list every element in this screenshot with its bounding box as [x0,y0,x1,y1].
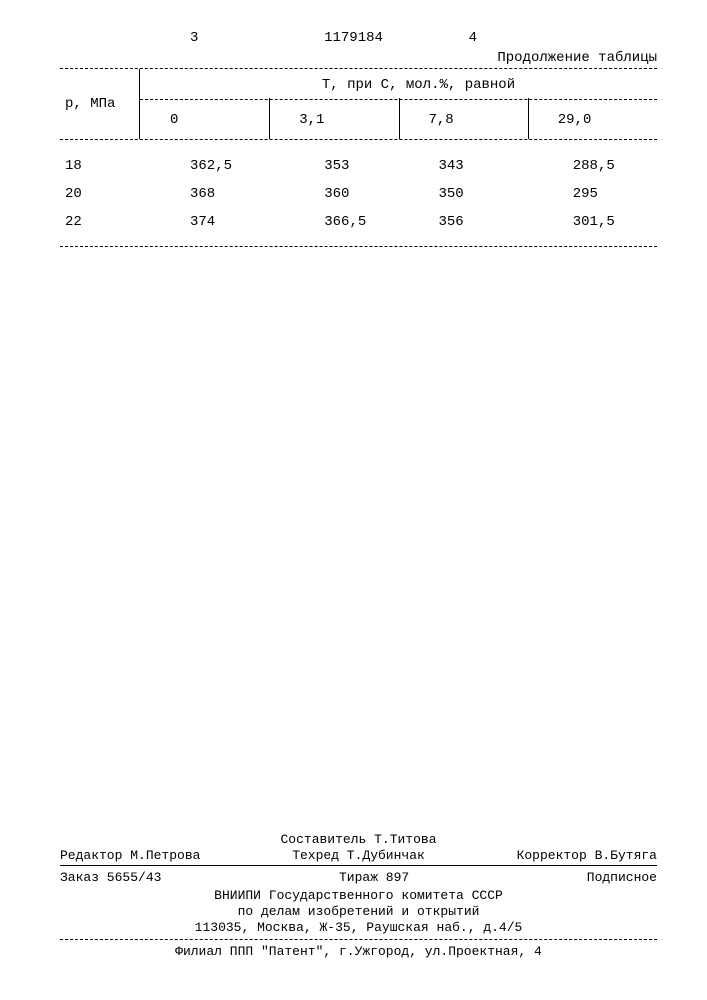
footer-org1: ВНИИПИ Государственного комитета СССР [60,888,657,903]
cell-p: 20 [60,186,140,202]
col-header-t-title: T, при C, мол.%, равной [140,69,657,99]
col-header-t-subs: 0 3,1 7,8 29,0 [140,99,657,139]
page-num-left: 3 [190,30,198,46]
cell-v2: 356 [409,214,523,230]
table-row: 20 368 360 350 295 [60,180,657,208]
footer-subscription: Подписное [587,870,657,885]
table-header-row: р, МПа T, при C, мол.%, равной 0 3,1 7,8… [60,69,657,139]
table-body: 18 362,5 353 343 288,5 20 368 360 350 29… [60,152,657,236]
table-bottom-border [60,246,657,247]
doc-number: 1179184 [324,30,383,46]
footer-address1: 113035, Москва, Ж-35, Раушская наб., д.4… [60,920,657,935]
col-header-p: р, МПа [60,69,140,139]
cell-v0: 362,5 [140,158,274,174]
page-num-right: 4 [469,30,477,46]
footer-corrector: Корректор В.Бутяга [517,848,657,863]
cell-p: 22 [60,214,140,230]
footer-order-num: Заказ 5655/43 [60,870,161,885]
cell-v2: 343 [409,158,523,174]
table-row: 22 374 366,5 356 301,5 [60,208,657,236]
cell-v0: 368 [140,186,274,202]
sub-header-3: 29,0 [528,100,657,139]
cell-v0: 374 [140,214,274,230]
cell-p: 18 [60,158,140,174]
table-row: 18 362,5 353 343 288,5 [60,152,657,180]
footer-org2: по делам изобретений и открытий [60,904,657,919]
sub-header-2: 7,8 [399,100,528,139]
footer-circulation: Тираж 897 [339,870,409,885]
page-footer: Составитель Т.Титова Редактор М.Петрова … [60,831,657,960]
cell-v1: 366,5 [274,214,408,230]
cell-v3: 288,5 [523,158,657,174]
cell-v1: 353 [274,158,408,174]
footer-compiler: Составитель Т.Титова [60,832,657,847]
page-header: 3 1179184 4 [60,30,657,46]
table-header-border [60,139,657,140]
footer-credits-row: Редактор М.Петрова Техред Т.Дубинчак Кор… [60,848,657,863]
sub-header-0: 0 [140,100,269,139]
footer-divider-2 [60,939,657,940]
cell-v2: 350 [409,186,523,202]
sub-header-1: 3,1 [269,100,398,139]
data-table: р, МПа T, при C, мол.%, равной 0 3,1 7,8… [60,69,657,247]
footer-editor: Редактор М.Петрова [60,848,200,863]
col-header-t-group: T, при C, мол.%, равной 0 3,1 7,8 29,0 [140,69,657,139]
cell-v1: 360 [274,186,408,202]
cell-v3: 301,5 [523,214,657,230]
footer-order-row: Заказ 5655/43 Тираж 897 Подписное [60,868,657,887]
footer-branch: Филиал ППП "Патент", г.Ужгород, ул.Проек… [60,944,657,959]
cell-v3: 295 [523,186,657,202]
footer-divider-1 [60,865,657,866]
footer-tech: Техред Т.Дубинчак [292,848,425,863]
table-continuation-label: Продолжение таблицы [60,50,657,66]
